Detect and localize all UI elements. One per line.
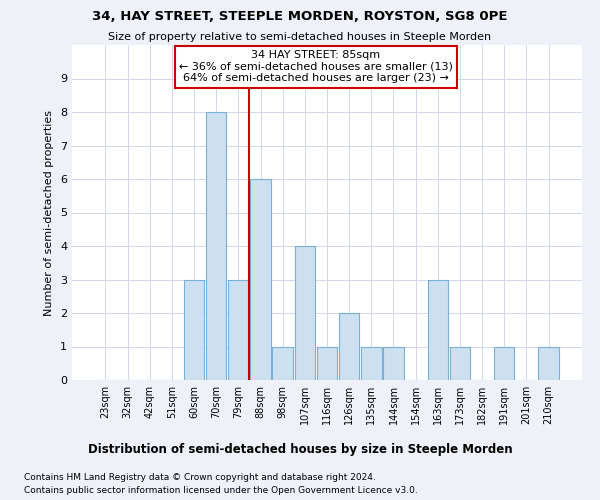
Bar	[339, 313, 359, 380]
Text: Distribution of semi-detached houses by size in Steeple Morden: Distribution of semi-detached houses by …	[88, 442, 512, 456]
Text: Size of property relative to semi-detached houses in Steeple Morden: Size of property relative to semi-detach…	[109, 32, 491, 42]
Bar	[450, 346, 470, 380]
Text: 34, HAY STREET, STEEPLE MORDEN, ROYSTON, SG8 0PE: 34, HAY STREET, STEEPLE MORDEN, ROYSTON,…	[92, 10, 508, 23]
Text: Contains public sector information licensed under the Open Government Licence v3: Contains public sector information licen…	[24, 486, 418, 495]
Bar	[206, 112, 226, 380]
Bar	[228, 280, 248, 380]
Bar	[317, 346, 337, 380]
Bar	[494, 346, 514, 380]
Bar	[250, 179, 271, 380]
Text: Contains HM Land Registry data © Crown copyright and database right 2024.: Contains HM Land Registry data © Crown c…	[24, 472, 376, 482]
Bar	[383, 346, 404, 380]
Bar	[361, 346, 382, 380]
Bar	[538, 346, 559, 380]
Text: 34 HAY STREET: 85sqm
← 36% of semi-detached houses are smaller (13)
64% of semi-: 34 HAY STREET: 85sqm ← 36% of semi-detac…	[179, 50, 453, 83]
Bar	[272, 346, 293, 380]
Bar	[184, 280, 204, 380]
Bar	[428, 280, 448, 380]
Bar	[295, 246, 315, 380]
Y-axis label: Number of semi-detached properties: Number of semi-detached properties	[44, 110, 55, 316]
